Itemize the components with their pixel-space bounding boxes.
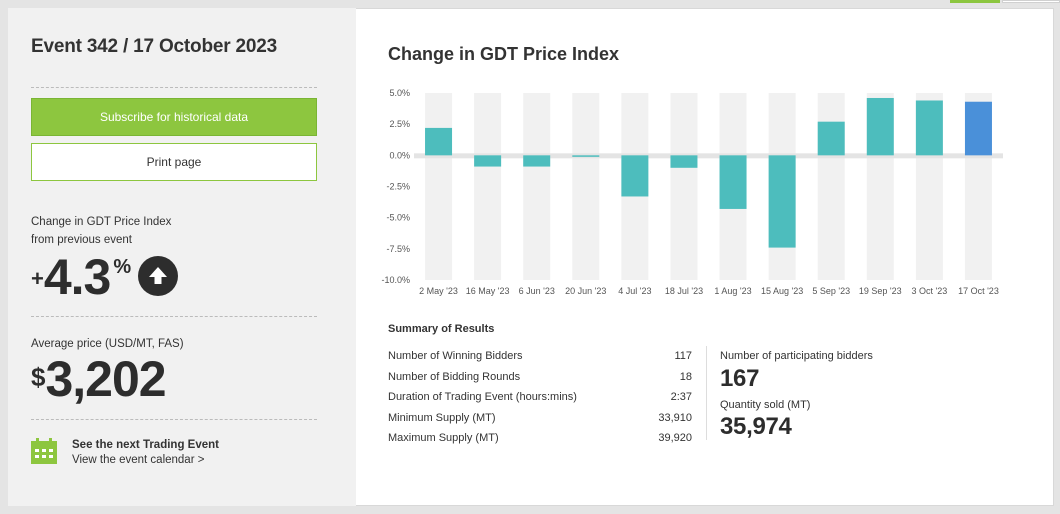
- y-tick-label: 0.0%: [389, 150, 410, 160]
- x-tick-label: 3 Oct '23: [912, 286, 948, 296]
- x-tick-label: 18 Jul '23: [665, 286, 703, 296]
- quantity-sold-value: 35,974: [720, 413, 792, 440]
- calendar-icon: [31, 438, 57, 464]
- x-tick-label: 19 Sep '23: [859, 286, 902, 296]
- divider: [31, 87, 317, 88]
- arrow-up-icon: [138, 256, 179, 296]
- chart-band: [670, 93, 698, 280]
- summary-title: Summary of Results: [388, 323, 495, 335]
- chart-bar: [474, 155, 502, 167]
- subscribe-button[interactable]: Subscribe for historical data: [31, 98, 317, 136]
- y-tick-label: 2.5%: [389, 119, 410, 129]
- price-index-chart: 5.0% 2.5% 0.0% -2.5% -5.0% -7.5% -10.0% 2 May '…: [381, 88, 1003, 296]
- summary-value: 117: [674, 350, 692, 362]
- y-tick-label: 5.0%: [389, 88, 410, 98]
- summary-row: Maximum Supply (MT) 39,920: [388, 428, 692, 449]
- chart-bar: [915, 100, 943, 156]
- summary-label: Minimum Supply (MT): [388, 411, 496, 424]
- change-index-label: Change in GDT Price Index: [31, 216, 172, 228]
- x-tick-label: 6 Jun '23: [519, 286, 555, 296]
- x-tick-label: 2 May '23: [419, 286, 458, 296]
- participating-bidders-value: 167: [720, 365, 760, 392]
- chart-band: [474, 93, 502, 280]
- summary-value: 39,920: [658, 432, 692, 444]
- chart-bar: [670, 155, 698, 168]
- chart-band: [425, 93, 453, 280]
- summary-row: Number of Bidding Rounds 18: [388, 367, 692, 388]
- summary-value: 2:37: [670, 391, 692, 403]
- summary-label: Number of Bidding Rounds: [388, 370, 521, 383]
- summary-table: Number of Winning Bidders 117 Number of B…: [388, 346, 692, 449]
- x-tick-label: 1 Aug '23: [714, 286, 751, 296]
- next-event-block[interactable]: See the next Trading Event View the even…: [31, 438, 219, 468]
- average-price-label: Average price (USD/MT, FAS): [31, 338, 184, 350]
- event-sidebar: [8, 8, 356, 506]
- chart-bar: [572, 155, 600, 157]
- change-index-value: 4.3: [43, 249, 112, 305]
- average-price-value: 3,202: [45, 351, 166, 407]
- print-page-button[interactable]: Print page: [31, 143, 317, 181]
- summary-divider: [706, 346, 707, 440]
- next-event-title: See the next Trading Event: [72, 439, 219, 451]
- x-tick-label: 4 Jul '23: [618, 286, 651, 296]
- summary-value: 18: [679, 370, 692, 383]
- summary-label: Duration of Trading Event (hours:mins): [388, 391, 577, 403]
- y-tick-label: -2.5%: [386, 182, 410, 192]
- top-tab-strip[interactable]: [950, 0, 1060, 3]
- y-tick-label: -7.5%: [386, 244, 410, 254]
- x-tick-label: 20 Jun '23: [565, 286, 606, 296]
- chart-band: [572, 93, 600, 280]
- y-tick-label: -5.0%: [386, 213, 410, 223]
- change-unit: %: [113, 256, 132, 278]
- change-sign: +: [31, 266, 44, 291]
- chart-bar: [425, 127, 453, 156]
- summary-row: Minimum Supply (MT) 33,910: [388, 408, 692, 429]
- x-tick-label: 15 Aug '23: [761, 286, 803, 296]
- summary-label: Maximum Supply (MT): [388, 432, 499, 444]
- event-calendar-link[interactable]: View the event calendar >: [72, 454, 205, 466]
- chart-bar: [817, 121, 845, 156]
- event-title: Event 342 / 17 October 2023: [31, 36, 277, 57]
- chart-band: [523, 93, 551, 280]
- average-price-row: $ 3,202: [31, 351, 167, 407]
- chart-bar: [719, 155, 747, 209]
- chart-bar: [523, 155, 551, 167]
- chart-bar: [866, 97, 894, 156]
- y-tick-label: -10.0%: [381, 275, 410, 285]
- change-index-value-row: + 4.3 %: [31, 249, 179, 305]
- currency-symbol: $: [31, 362, 46, 392]
- chart-bar: [964, 101, 992, 156]
- chart-bar: [621, 155, 649, 197]
- divider: [31, 316, 317, 317]
- chart-bar: [768, 155, 796, 248]
- summary-label: Number of Winning Bidders: [388, 350, 523, 362]
- summary-row: Number of Winning Bidders 117: [388, 346, 692, 367]
- chart-band: [817, 93, 845, 280]
- quantity-sold-label: Quantity sold (MT): [720, 399, 811, 411]
- x-tick-label: 5 Sep '23: [812, 286, 850, 296]
- x-tick-label: 17 Oct '23: [958, 286, 999, 296]
- chart-title: Change in GDT Price Index: [388, 44, 620, 64]
- summary-row: Duration of Trading Event (hours:mins) 2:…: [388, 387, 692, 408]
- divider: [31, 419, 317, 420]
- summary-value: 33,910: [658, 411, 692, 424]
- zero-line: [414, 153, 1003, 159]
- change-index-sublabel: from previous event: [31, 234, 132, 246]
- participating-bidders-label: Number of participating bidders: [720, 350, 873, 362]
- x-tick-label: 16 May '23: [466, 286, 510, 296]
